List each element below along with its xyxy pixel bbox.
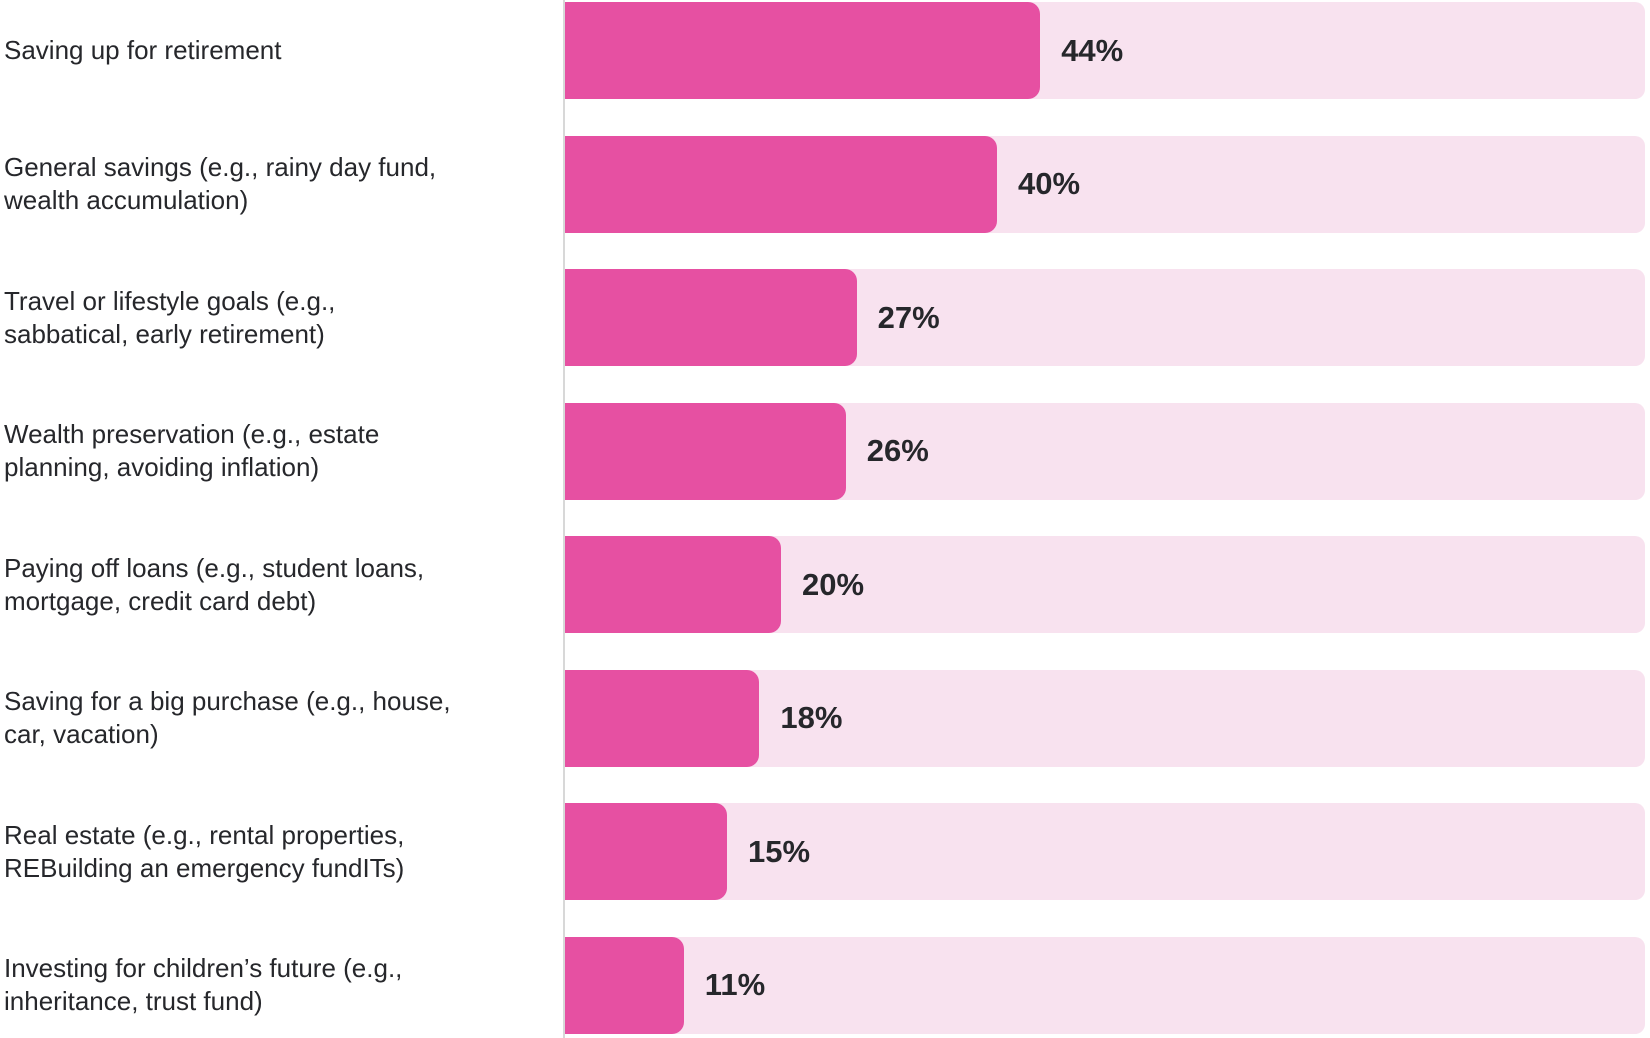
value-label: 20% bbox=[802, 566, 865, 602]
bar-track: 15% bbox=[565, 803, 1645, 900]
bar-fill bbox=[565, 402, 846, 500]
value-label: 26% bbox=[866, 433, 929, 468]
value-label: 44% bbox=[1061, 32, 1124, 68]
bar-track: 40% bbox=[565, 135, 1645, 233]
bar-track: 26% bbox=[565, 402, 1645, 500]
category-label: Saving for a big purchase (e.g., house, … bbox=[4, 686, 451, 749]
bar-row: General savings (e.g., rainy day fund, w… bbox=[0, 135, 1650, 233]
category-label: General savings (e.g., rainy day fund, w… bbox=[4, 152, 437, 215]
bar-row: Wealth preservation (e.g., estate planni… bbox=[0, 402, 1650, 500]
category-label: Real estate (e.g., rental properties, RE… bbox=[4, 819, 405, 883]
category-label: Wealth preservation (e.g., estate planni… bbox=[4, 419, 380, 482]
bar-row: Investing for children’s future (e.g., i… bbox=[0, 936, 1650, 1034]
bar-fill bbox=[565, 269, 857, 366]
category-label: Paying off loans (e.g., student loans, m… bbox=[4, 552, 425, 616]
bar-fill bbox=[565, 669, 760, 767]
bar-row: Paying off loans (e.g., student loans, m… bbox=[0, 536, 1650, 633]
value-label: 18% bbox=[780, 700, 843, 735]
bar-fill bbox=[565, 2, 1041, 99]
bar-track: 27% bbox=[565, 269, 1645, 366]
bar-track: 11% bbox=[565, 936, 1645, 1034]
category-label: Saving up for retirement bbox=[4, 35, 282, 65]
axis-line bbox=[563, 0, 565, 1038]
value-label: 27% bbox=[877, 299, 940, 335]
bar-fill bbox=[565, 936, 684, 1034]
bar-track: 44% bbox=[565, 2, 1645, 99]
category-label: Investing for children’s future (e.g., i… bbox=[4, 953, 403, 1016]
bar-fill bbox=[565, 803, 727, 900]
bar-track: 18% bbox=[565, 669, 1645, 767]
bar-row: Real estate (e.g., rental properties, RE… bbox=[0, 803, 1650, 900]
value-label: 15% bbox=[748, 833, 811, 869]
bar-row: Saving up for retirement 44% bbox=[0, 2, 1650, 99]
bar-fill bbox=[565, 135, 997, 233]
value-label: 40% bbox=[1018, 166, 1081, 201]
value-label: 11% bbox=[704, 967, 766, 1002]
bar-track: 20% bbox=[565, 536, 1645, 633]
bar-row: Saving for a big purchase (e.g., house, … bbox=[0, 669, 1650, 767]
bar-row: Travel or lifestyle goals (e.g., sabbati… bbox=[0, 269, 1650, 366]
bar-fill bbox=[565, 536, 781, 633]
category-label: Travel or lifestyle goals (e.g., sabbati… bbox=[4, 285, 336, 349]
